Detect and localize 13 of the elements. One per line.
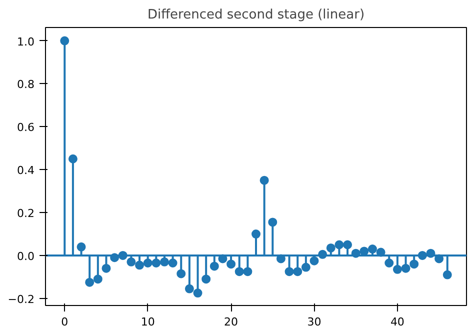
- x-tick-label: 0: [61, 316, 68, 328]
- chart-title: Differenced second stage (linear): [147, 8, 365, 22]
- y-tick-label: −0.2: [8, 292, 35, 306]
- y-tick-label: 0.8: [17, 78, 35, 92]
- x-tick-label: 30: [307, 316, 322, 328]
- y-tick-label: 0.4: [17, 164, 35, 178]
- y-tick-label: 0.0: [17, 250, 35, 263]
- x-tick-label: 20: [224, 316, 238, 328]
- y-tick-label: 0.6: [17, 121, 35, 134]
- y-tick-label: 1.0: [17, 35, 35, 48]
- y-tick-label: 0.2: [17, 207, 35, 220]
- x-tick-label: 40: [390, 316, 404, 328]
- x-tick-label: 10: [140, 316, 155, 328]
